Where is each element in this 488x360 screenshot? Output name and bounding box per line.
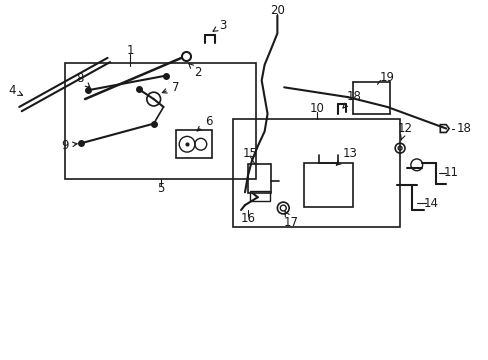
Text: 11: 11 [443, 166, 458, 179]
Text: 15: 15 [242, 147, 257, 159]
Text: 16: 16 [240, 212, 255, 225]
Bar [233, 119, 399, 227]
Text: 4: 4 [9, 84, 22, 97]
Text: 3: 3 [213, 19, 225, 32]
Text: 17: 17 [283, 211, 298, 229]
Text: 18: 18 [342, 90, 361, 108]
Text: 12: 12 [397, 122, 412, 140]
Text: 6: 6 [197, 115, 212, 131]
Bar [303, 163, 352, 207]
Text: 14: 14 [423, 197, 438, 210]
Text: 13: 13 [336, 147, 357, 165]
Text: 2: 2 [188, 64, 201, 79]
Text: 19: 19 [379, 71, 394, 84]
Text: 20: 20 [269, 4, 284, 17]
Text: 8: 8 [76, 72, 90, 87]
Text: 7: 7 [162, 81, 179, 94]
Text: 1: 1 [126, 45, 134, 58]
Text: 9: 9 [61, 139, 77, 152]
Bar [176, 130, 211, 158]
Text: 18: 18 [455, 122, 470, 135]
Bar [249, 192, 269, 201]
Text: 5: 5 [157, 182, 164, 195]
Bar [247, 164, 271, 193]
Text: 10: 10 [308, 102, 324, 116]
Bar [65, 63, 255, 179]
